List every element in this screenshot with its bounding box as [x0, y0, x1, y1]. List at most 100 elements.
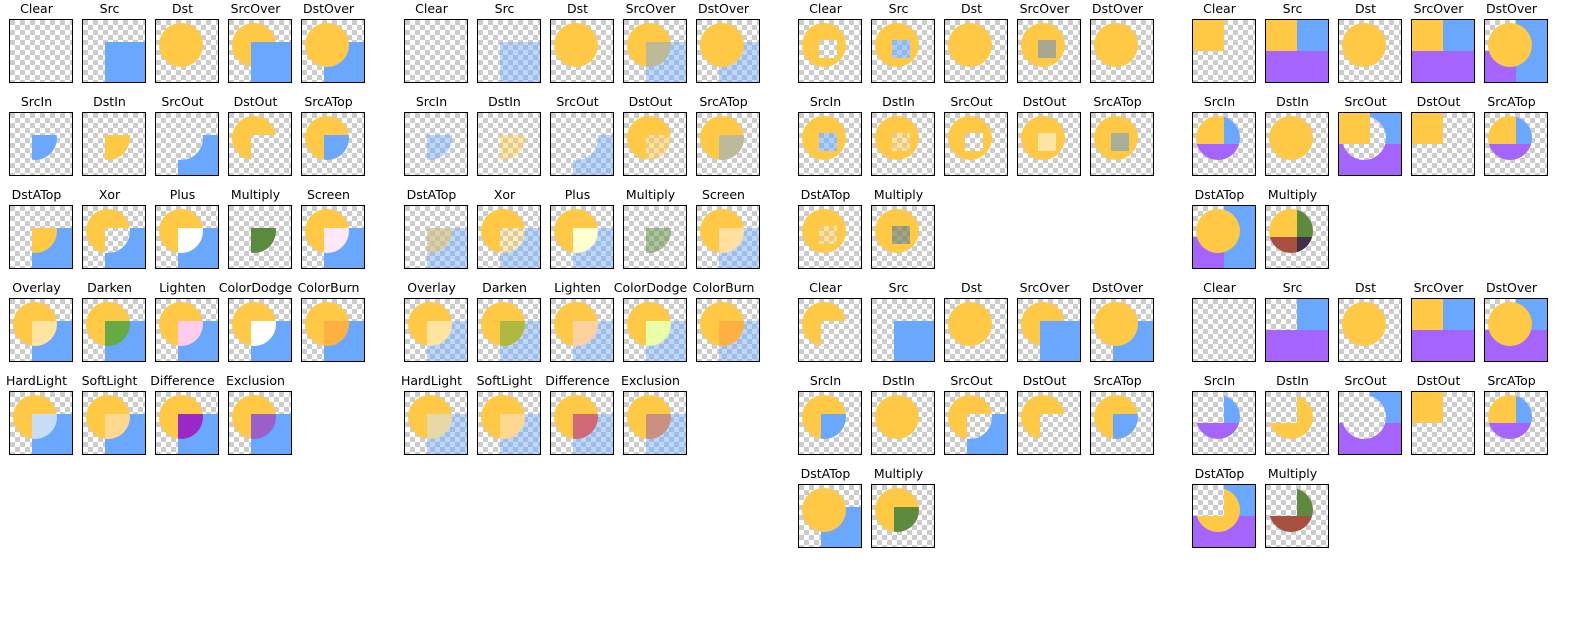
- blend-preview-graphic: [1339, 20, 1401, 82]
- blend-tile-srcin: SrcIn: [395, 93, 468, 186]
- blend-tile-plus: Plus: [541, 186, 614, 279]
- blend-tile-hardlight: HardLight: [0, 372, 73, 465]
- blend-preview: [550, 19, 614, 83]
- blend-preview: [1090, 298, 1154, 362]
- blend-mode-label: SrcATop: [304, 94, 353, 109]
- blend-preview: [871, 391, 935, 455]
- blend-preview: [1411, 298, 1475, 362]
- blend-tile-softlight: SoftLight: [468, 372, 541, 465]
- blend-preview: [228, 19, 292, 83]
- blend-tile-srcout: SrcOut: [541, 93, 614, 186]
- blend-mode-label: Lighten: [159, 280, 206, 295]
- blend-mode-label: SrcOver: [625, 1, 676, 16]
- blend-preview-graphic: [697, 299, 759, 361]
- blend-preview: [696, 298, 760, 362]
- blend-preview-graphic: [10, 299, 72, 361]
- blend-preview-graphic: [156, 392, 218, 454]
- blend-preview: [1192, 484, 1256, 548]
- blend-tile-difference: Difference: [146, 372, 219, 465]
- blend-preview: [944, 112, 1008, 176]
- blend-preview-graphic: [1018, 299, 1080, 361]
- blend-preview: [1338, 112, 1402, 176]
- blend-tile-dstover: DstOver: [292, 0, 365, 93]
- blend-mode-label: SoftLight: [476, 373, 533, 388]
- blend-mode-label: Multiply: [873, 187, 924, 202]
- blend-mode-label: Src: [99, 1, 120, 16]
- blend-preview: [798, 19, 862, 83]
- blend-mode-label: Multiply: [1267, 187, 1318, 202]
- blend-preview: [1484, 19, 1548, 83]
- blend-preview: [228, 391, 292, 455]
- blend-preview: [155, 391, 219, 455]
- blend-mode-label: Clear: [20, 1, 53, 16]
- blend-preview-graphic: [1193, 20, 1255, 82]
- blend-tile-dstout: DstOut: [1008, 372, 1081, 465]
- blend-mode-label: Plus: [564, 187, 591, 202]
- blend-preview: [1192, 205, 1256, 269]
- blend-tile-srcatop: SrcATop: [687, 93, 760, 186]
- blend-preview-graphic: [10, 206, 72, 268]
- blend-tile-dstover: DstOver: [1475, 0, 1548, 93]
- blend-tile-dst: Dst: [935, 279, 1008, 372]
- blend-preview: [1484, 112, 1548, 176]
- blend-preview-graphic: [156, 299, 218, 361]
- blend-tile-xor: Xor: [73, 186, 146, 279]
- blend-mode-label: SrcATop: [699, 94, 748, 109]
- blend-preview: [871, 19, 935, 83]
- blend-tile-srcin: SrcIn: [789, 372, 862, 465]
- blend-tile-colordodge: ColorDodge: [219, 279, 292, 372]
- blend-mode-label: SrcOut: [161, 94, 204, 109]
- blend-mode-label: Darken: [482, 280, 527, 295]
- blend-preview: [696, 205, 760, 269]
- blend-tile-lighten: Lighten: [541, 279, 614, 372]
- blend-mode-label: HardLight: [400, 373, 463, 388]
- blend-tile-srcout: SrcOut: [1329, 93, 1402, 186]
- blend-mode-label: Lighten: [554, 280, 601, 295]
- blend-preview: [82, 391, 146, 455]
- blend-tile-dst: Dst: [935, 0, 1008, 93]
- blend-preview-graphic: [624, 299, 686, 361]
- blend-tile-dstatop: DstATop: [789, 186, 862, 279]
- blend-mode-label: ColorDodge: [613, 280, 688, 295]
- blend-mode-label: ColorBurn: [692, 280, 755, 295]
- blend-tile-dstover: DstOver: [1081, 279, 1154, 372]
- blend-preview: [1265, 391, 1329, 455]
- blend-mode-label: Clear: [415, 1, 448, 16]
- blend-tile-clear: Clear: [789, 0, 862, 93]
- blend-tile-dstatop: DstATop: [1183, 465, 1256, 558]
- blend-preview: [9, 205, 73, 269]
- blend-preview: [798, 391, 862, 455]
- blend-preview: [623, 391, 687, 455]
- blend-mode-label: SrcATop: [1093, 94, 1142, 109]
- blend-preview-graphic: [1412, 299, 1474, 361]
- blend-mode-label: SrcIn: [1203, 94, 1236, 109]
- blend-mode-label: SrcIn: [809, 373, 842, 388]
- blend-preview: [477, 19, 541, 83]
- blend-mode-label: DstOut: [628, 94, 673, 109]
- blend-tile-srcin: SrcIn: [1183, 372, 1256, 465]
- blend-preview-graphic: [156, 206, 218, 268]
- blend-preview-graphic: [624, 392, 686, 454]
- blend-mode-label: SrcATop: [1487, 94, 1536, 109]
- blend-tile-screen: Screen: [687, 186, 760, 279]
- blend-mode-label: SrcOver: [1413, 1, 1464, 16]
- blend-preview: [871, 298, 935, 362]
- blend-preview-graphic: [405, 206, 467, 268]
- blend-tile-srcin: SrcIn: [789, 93, 862, 186]
- blend-tile-lighten: Lighten: [146, 279, 219, 372]
- blend-preview-graphic: [405, 299, 467, 361]
- blend-preview-graphic: [1018, 20, 1080, 82]
- blend-preview: [1192, 112, 1256, 176]
- blend-preview-graphic: [872, 392, 934, 454]
- blend-mode-label: SrcOut: [1344, 94, 1387, 109]
- blend-tile-srcatop: SrcATop: [1081, 372, 1154, 465]
- blend-preview: [1411, 19, 1475, 83]
- blend-preview: [1484, 298, 1548, 362]
- blend-preview: [696, 112, 760, 176]
- blend-preview: [228, 112, 292, 176]
- blend-preview: [550, 391, 614, 455]
- blend-preview: [871, 484, 935, 548]
- blend-preview: [155, 19, 219, 83]
- blend-mode-label: DstIn: [488, 94, 521, 109]
- blend-preview: [550, 298, 614, 362]
